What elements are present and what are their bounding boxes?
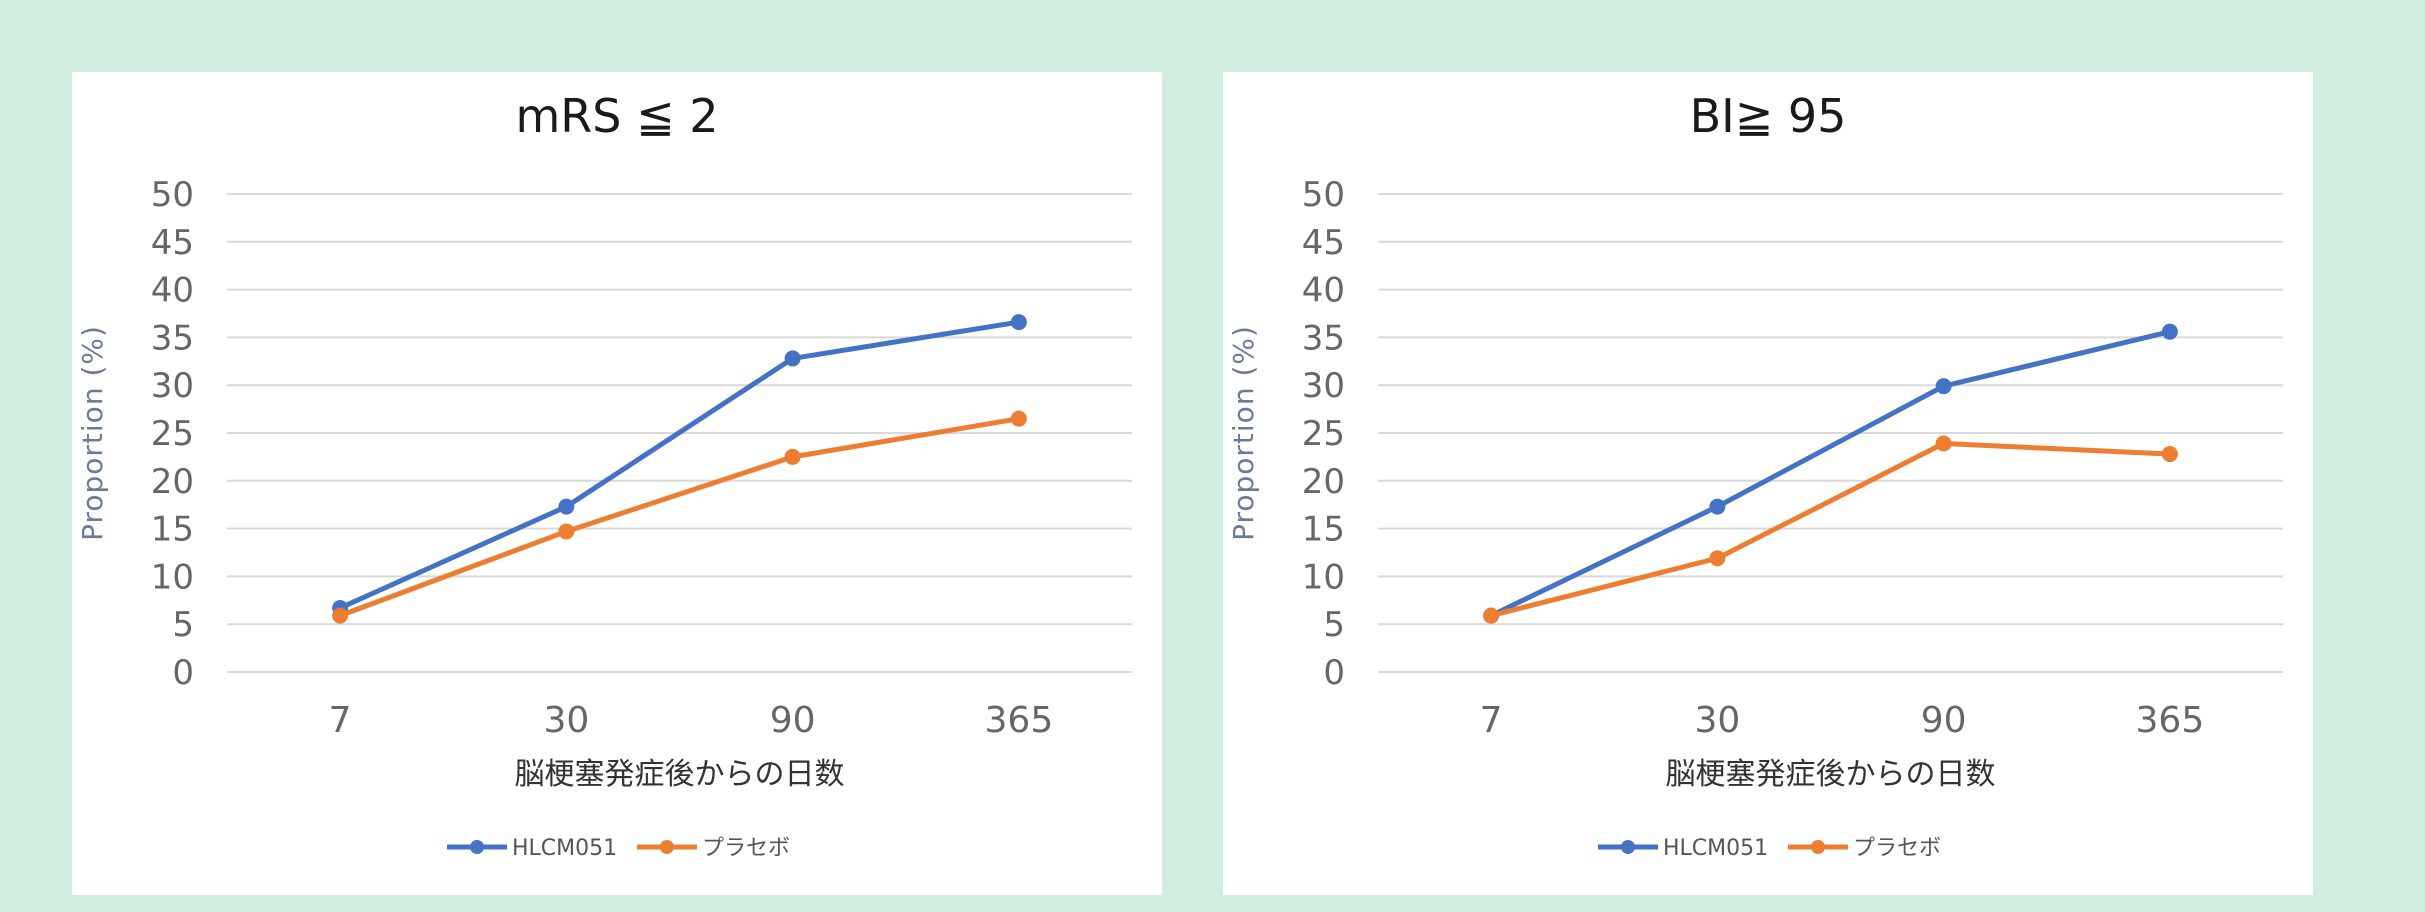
y-tick-label: 50 xyxy=(151,175,194,215)
y-axis-label: Proportion (%) xyxy=(76,325,109,541)
data-point xyxy=(1935,378,1952,395)
data-point xyxy=(1709,498,1726,515)
y-tick-label: 30 xyxy=(151,366,194,406)
legend-marker xyxy=(1621,840,1635,854)
series-line-0 xyxy=(1490,329,2171,618)
data-point xyxy=(2161,446,2178,463)
legend-label-1: プラセボ xyxy=(702,836,790,861)
data-point xyxy=(1709,550,1726,567)
data-point xyxy=(1010,314,1027,331)
series-line-1 xyxy=(1490,441,2170,619)
x-axis-label: 脳梗塞発症後からの日数 xyxy=(515,757,845,792)
data-point xyxy=(558,498,575,515)
data-point xyxy=(558,523,575,540)
legend-marker xyxy=(660,840,674,854)
y-tick-label: 30 xyxy=(1302,366,1345,406)
legend-marker xyxy=(1811,840,1825,854)
x-tick-label: 7 xyxy=(329,700,352,741)
data-point xyxy=(784,448,801,465)
data-point xyxy=(332,607,349,624)
data-point xyxy=(784,350,801,367)
x-tick-label: 30 xyxy=(1694,700,1740,741)
legend-label-0: HLCM051 xyxy=(1663,836,1768,861)
y-tick-label: 40 xyxy=(151,271,194,311)
y-tick-label: 40 xyxy=(1302,271,1345,311)
chart-panel-bi: BI≧ 95 0 5 10 15 20 25 30 35 40 45 50 7 30 90 365 Propor… xyxy=(1223,72,2313,895)
y-tick-label: 10 xyxy=(151,557,194,597)
x-tick-label: 365 xyxy=(985,700,1054,741)
y-tick-label: 25 xyxy=(151,414,194,454)
y-tick-label: 15 xyxy=(151,510,194,550)
y-tick-label: 0 xyxy=(172,653,194,693)
y-tick-label: 15 xyxy=(1302,510,1345,550)
x-tick-label: 365 xyxy=(2136,700,2205,741)
chart-mrs: mRS ≦ 2 0 5 10 15 20 25 30 35 40 45 50 7 30 90 365 Propo… xyxy=(76,89,1132,861)
series-line-1 xyxy=(339,416,1020,618)
y-tick-label: 45 xyxy=(151,223,194,263)
data-point xyxy=(1935,435,1952,452)
chart-title: mRS ≦ 2 xyxy=(515,89,718,143)
y-axis-label: Proportion (%) xyxy=(1227,325,1260,541)
legend-label-0: HLCM051 xyxy=(512,836,617,861)
legend-marker xyxy=(470,840,484,854)
data-point xyxy=(1483,607,1500,624)
y-tick-label: 10 xyxy=(1302,557,1345,597)
data-point xyxy=(2161,323,2178,340)
x-tick-label: 7 xyxy=(1480,700,1503,741)
x-tick-label: 90 xyxy=(1921,700,1967,741)
chart-bi: BI≧ 95 0 5 10 15 20 25 30 35 40 45 50 7 30 90 365 Propor… xyxy=(1227,89,2283,861)
data-point xyxy=(1010,410,1027,427)
y-tick-label: 35 xyxy=(151,318,194,358)
series-line-0 xyxy=(339,319,1020,611)
y-tick-label: 20 xyxy=(1302,462,1345,502)
chart-title: BI≧ 95 xyxy=(1690,89,1847,143)
y-tick-label: 45 xyxy=(1302,223,1345,263)
y-tick-label: 35 xyxy=(1302,318,1345,358)
x-axis-label: 脳梗塞発症後からの日数 xyxy=(1666,757,1996,792)
y-tick-label: 25 xyxy=(1302,414,1345,454)
y-tick-label: 5 xyxy=(172,605,194,645)
chart-panel-mrs: mRS ≦ 2 0 5 10 15 20 25 30 35 40 45 50 7 30 90 365 Propo… xyxy=(72,72,1162,895)
y-tick-label: 50 xyxy=(1302,175,1345,215)
y-tick-label: 20 xyxy=(151,462,194,502)
x-tick-label: 30 xyxy=(543,700,589,741)
y-tick-label: 5 xyxy=(1323,605,1345,645)
y-tick-label: 0 xyxy=(1323,653,1345,693)
legend-label-1: プラセボ xyxy=(1853,836,1941,861)
x-tick-label: 90 xyxy=(770,700,816,741)
